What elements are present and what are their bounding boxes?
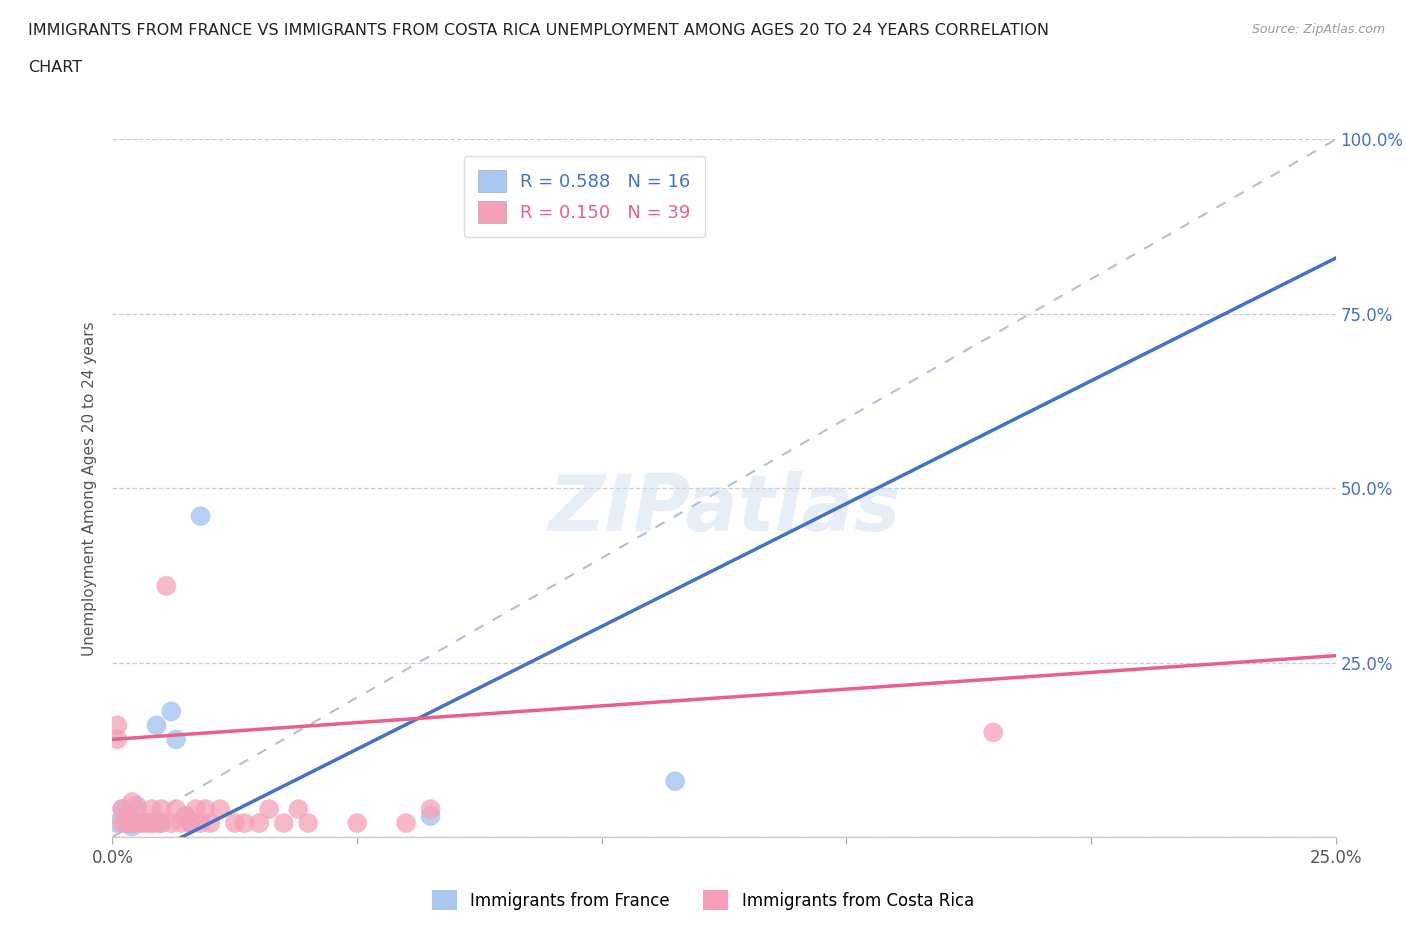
Point (419, 809, 441, 824)
Point (150, 816, 173, 830)
Point (121, 816, 143, 830)
Point (184, 802, 207, 817)
Point (105, 816, 128, 830)
Point (257, 802, 280, 817)
Point (395, 816, 418, 830)
Point (297, 816, 319, 830)
Point (224, 816, 246, 830)
Point (115, 816, 138, 830)
Point (419, 802, 441, 817)
Point (125, 802, 148, 817)
Point (233, 816, 256, 830)
Point (125, 798, 148, 813)
Point (121, 794, 143, 809)
Point (141, 816, 163, 830)
Point (981, 725, 1004, 740)
Point (194, 802, 217, 817)
Point (664, 774, 686, 789)
Point (287, 802, 309, 817)
Point (150, 816, 173, 830)
Point (174, 809, 197, 824)
Point (150, 802, 173, 817)
Point (165, 802, 187, 817)
Point (135, 816, 157, 830)
Point (125, 816, 148, 830)
Point (111, 802, 134, 817)
Text: CHART: CHART (28, 60, 82, 75)
Point (273, 816, 295, 830)
Point (190, 816, 212, 830)
Point (160, 704, 183, 719)
Y-axis label: Unemployment Among Ages 20 to 24 years: Unemployment Among Ages 20 to 24 years (82, 321, 97, 656)
Point (170, 816, 193, 830)
Point (155, 578, 177, 593)
Point (105, 718, 128, 733)
Point (247, 816, 270, 830)
Point (209, 802, 232, 817)
Point (145, 718, 167, 733)
Point (180, 816, 202, 830)
Point (115, 809, 138, 824)
Legend: Immigrants from France, Immigrants from Costa Rica: Immigrants from France, Immigrants from … (426, 884, 980, 917)
Point (141, 816, 163, 830)
Text: IMMIGRANTS FROM FRANCE VS IMMIGRANTS FROM COSTA RICA UNEMPLOYMENT AMONG AGES 20 : IMMIGRANTS FROM FRANCE VS IMMIGRANTS FRO… (28, 23, 1049, 38)
Point (174, 809, 197, 824)
Point (145, 816, 167, 830)
Point (165, 732, 187, 747)
Point (190, 509, 212, 524)
Text: ZIPatlas: ZIPatlas (548, 472, 900, 547)
Text: Source: ZipAtlas.com: Source: ZipAtlas.com (1251, 23, 1385, 36)
Point (115, 809, 138, 824)
Point (105, 732, 128, 747)
Point (200, 816, 222, 830)
Point (160, 816, 183, 830)
Legend: R = 0.588   N = 16, R = 0.150   N = 39: R = 0.588 N = 16, R = 0.150 N = 39 (464, 155, 704, 237)
Point (111, 802, 134, 817)
Point (180, 816, 202, 830)
Point (111, 816, 134, 830)
Point (121, 819, 143, 834)
Point (131, 816, 153, 830)
Point (141, 802, 163, 817)
Point (131, 816, 153, 830)
Point (346, 816, 368, 830)
